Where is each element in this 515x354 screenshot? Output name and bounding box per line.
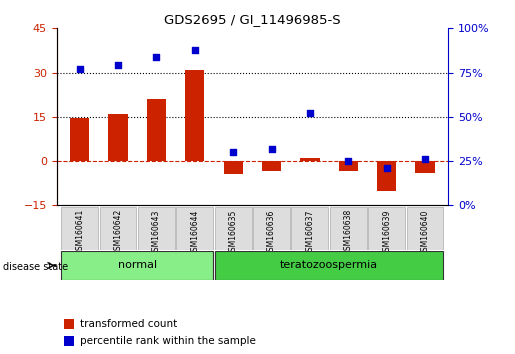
- Bar: [262, 161, 281, 171]
- FancyBboxPatch shape: [407, 207, 443, 250]
- Text: GSM160635: GSM160635: [229, 209, 237, 256]
- Bar: [64, 336, 74, 346]
- Point: [191, 47, 199, 52]
- FancyBboxPatch shape: [291, 207, 329, 250]
- Point: [421, 156, 429, 162]
- FancyBboxPatch shape: [253, 207, 290, 250]
- Point: [344, 158, 352, 164]
- Text: GSM160644: GSM160644: [190, 209, 199, 256]
- Bar: [416, 161, 435, 173]
- Text: GSM160643: GSM160643: [152, 209, 161, 256]
- Bar: [109, 114, 128, 161]
- FancyBboxPatch shape: [61, 207, 98, 250]
- FancyBboxPatch shape: [330, 207, 367, 250]
- Point: [267, 146, 276, 152]
- Text: GSM160636: GSM160636: [267, 209, 276, 256]
- Text: transformed count: transformed count: [80, 319, 177, 329]
- FancyBboxPatch shape: [176, 207, 213, 250]
- Text: percentile rank within the sample: percentile rank within the sample: [80, 336, 256, 346]
- FancyBboxPatch shape: [215, 207, 252, 250]
- Bar: [185, 70, 204, 161]
- Point: [383, 165, 391, 171]
- Text: teratozoospermia: teratozoospermia: [280, 261, 378, 270]
- Text: normal: normal: [117, 261, 157, 270]
- Text: GSM160640: GSM160640: [421, 209, 430, 256]
- FancyBboxPatch shape: [215, 251, 443, 280]
- Bar: [300, 158, 319, 161]
- Text: GSM160637: GSM160637: [305, 209, 315, 256]
- Bar: [147, 99, 166, 161]
- Text: GSM160639: GSM160639: [382, 209, 391, 256]
- FancyBboxPatch shape: [99, 207, 136, 250]
- Bar: [377, 161, 396, 190]
- FancyBboxPatch shape: [138, 207, 175, 250]
- Title: GDS2695 / GI_11496985-S: GDS2695 / GI_11496985-S: [164, 13, 340, 26]
- Bar: [339, 161, 358, 171]
- Text: GSM160642: GSM160642: [113, 209, 123, 256]
- Text: GSM160641: GSM160641: [75, 209, 84, 256]
- FancyBboxPatch shape: [368, 207, 405, 250]
- Point: [76, 66, 84, 72]
- Point: [229, 149, 237, 155]
- Bar: [64, 319, 74, 329]
- Bar: [224, 161, 243, 175]
- FancyBboxPatch shape: [61, 251, 213, 280]
- Point: [306, 110, 314, 116]
- Bar: [70, 118, 89, 161]
- Point: [114, 63, 122, 68]
- Text: disease state: disease state: [3, 262, 67, 272]
- Text: GSM160638: GSM160638: [344, 209, 353, 256]
- Point: [152, 54, 161, 59]
